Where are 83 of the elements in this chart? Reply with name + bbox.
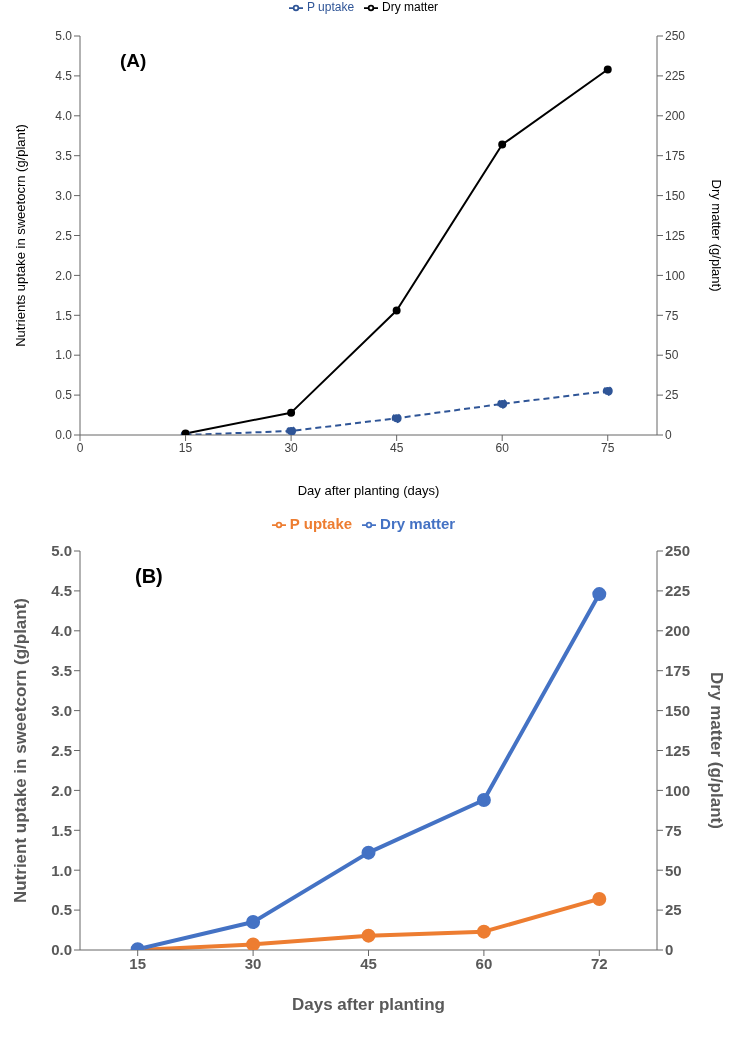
x-tick-label: 15 (178, 440, 193, 455)
point (361, 845, 376, 860)
y2-axis-title: Dry matter (g/plant) (706, 672, 726, 829)
x-tick-label: 75 (601, 440, 615, 455)
y2-tick-label: 125 (665, 741, 691, 759)
point (476, 792, 491, 807)
y2-tick-label: 250 (665, 542, 691, 560)
y2-tick-label: 25 (665, 388, 679, 403)
point (246, 915, 261, 930)
y2-tick-label: 0 (665, 428, 672, 443)
y2-tick-label: 0 (665, 941, 674, 959)
y-tick-label: 2.0 (51, 781, 72, 799)
point (498, 140, 507, 149)
y2-tick-label: 225 (665, 582, 691, 600)
y-tick-label: 4.5 (55, 69, 73, 84)
legend-label: Dry matter (380, 515, 456, 532)
y-tick-label: 0.0 (51, 941, 72, 959)
y2-axis-title: Dry matter (g/plant) (709, 179, 725, 292)
annotation: (A) (120, 50, 147, 72)
y-tick-label: 1.5 (55, 308, 73, 323)
point (361, 928, 376, 943)
y2-tick-label: 100 (665, 781, 691, 799)
y2-tick-label: 250 (665, 29, 686, 44)
y2-tick-label: 75 (665, 308, 679, 323)
annotation: (B) (135, 565, 163, 588)
y-tick-label: 4.5 (51, 582, 72, 600)
y-tick-label: 4.0 (55, 109, 73, 124)
y-tick-label: 2.0 (55, 268, 73, 283)
y-tick-label: 3.5 (51, 662, 72, 680)
point (603, 65, 612, 74)
x-axis-title: Days after planting (291, 995, 446, 1014)
y2-tick-label: 200 (665, 622, 691, 640)
y-tick-label: 2.5 (55, 228, 73, 243)
x-tick-label: 15 (129, 954, 147, 972)
y-tick-label: 1.0 (55, 348, 73, 363)
point (391, 413, 402, 424)
point (286, 426, 297, 435)
point (246, 937, 261, 950)
x-tick-label: 72 (590, 954, 608, 972)
y-tick-label: 0.5 (51, 901, 72, 919)
y-tick-label: 5.0 (55, 29, 73, 44)
y2-tick-label: 150 (665, 188, 686, 203)
point (592, 891, 607, 906)
point (497, 398, 508, 409)
y2-tick-label: 25 (665, 901, 682, 919)
y-tick-label: 5.0 (51, 542, 72, 560)
y2-tick-label: 50 (665, 348, 679, 363)
x-tick-label: 45 (389, 440, 404, 455)
y-tick-label: 1.0 (51, 861, 72, 879)
x-tick-label: 60 (475, 954, 493, 972)
y-tick-label: 3.5 (55, 148, 73, 163)
x-tick-label: 30 (284, 440, 299, 455)
point (392, 306, 401, 315)
y-axis-title: Nutrient uptake in sweetcorn (g/plant) (11, 597, 31, 904)
y2-tick-label: 75 (665, 821, 682, 839)
y2-tick-label: 175 (665, 148, 686, 163)
y-axis-title: Nutrients uptake in sweetocrn (g/plant) (12, 124, 28, 347)
y-tick-label: 3.0 (55, 188, 73, 203)
y2-tick-label: 175 (665, 662, 691, 680)
x-tick-label: 30 (244, 954, 262, 972)
y2-tick-label: 150 (665, 701, 691, 719)
y-tick-label: 2.5 (51, 741, 72, 759)
y-tick-label: 1.5 (51, 821, 72, 839)
point (287, 408, 296, 417)
point (476, 924, 491, 939)
x-tick-label: 60 (495, 440, 510, 455)
point (602, 386, 613, 397)
y-tick-label: 3.0 (51, 701, 72, 719)
y2-tick-label: 50 (665, 861, 682, 879)
legend-label: P uptake (306, 0, 355, 14)
y-tick-label: 0.5 (55, 388, 73, 403)
y-tick-label: 0.0 (55, 428, 73, 443)
y2-tick-label: 200 (665, 109, 686, 124)
y2-tick-label: 225 (665, 69, 686, 84)
x-tick-label: 45 (360, 954, 377, 972)
y2-tick-label: 100 (665, 268, 686, 283)
legend-label: P uptake (289, 515, 353, 532)
x-axis-title: Day after planting (days) (297, 483, 440, 498)
y2-tick-label: 125 (665, 228, 686, 243)
y-tick-label: 4.0 (51, 622, 72, 640)
x-tick-label: 0 (76, 440, 84, 455)
point (592, 587, 607, 602)
legend-label: Dry matter (382, 0, 439, 14)
